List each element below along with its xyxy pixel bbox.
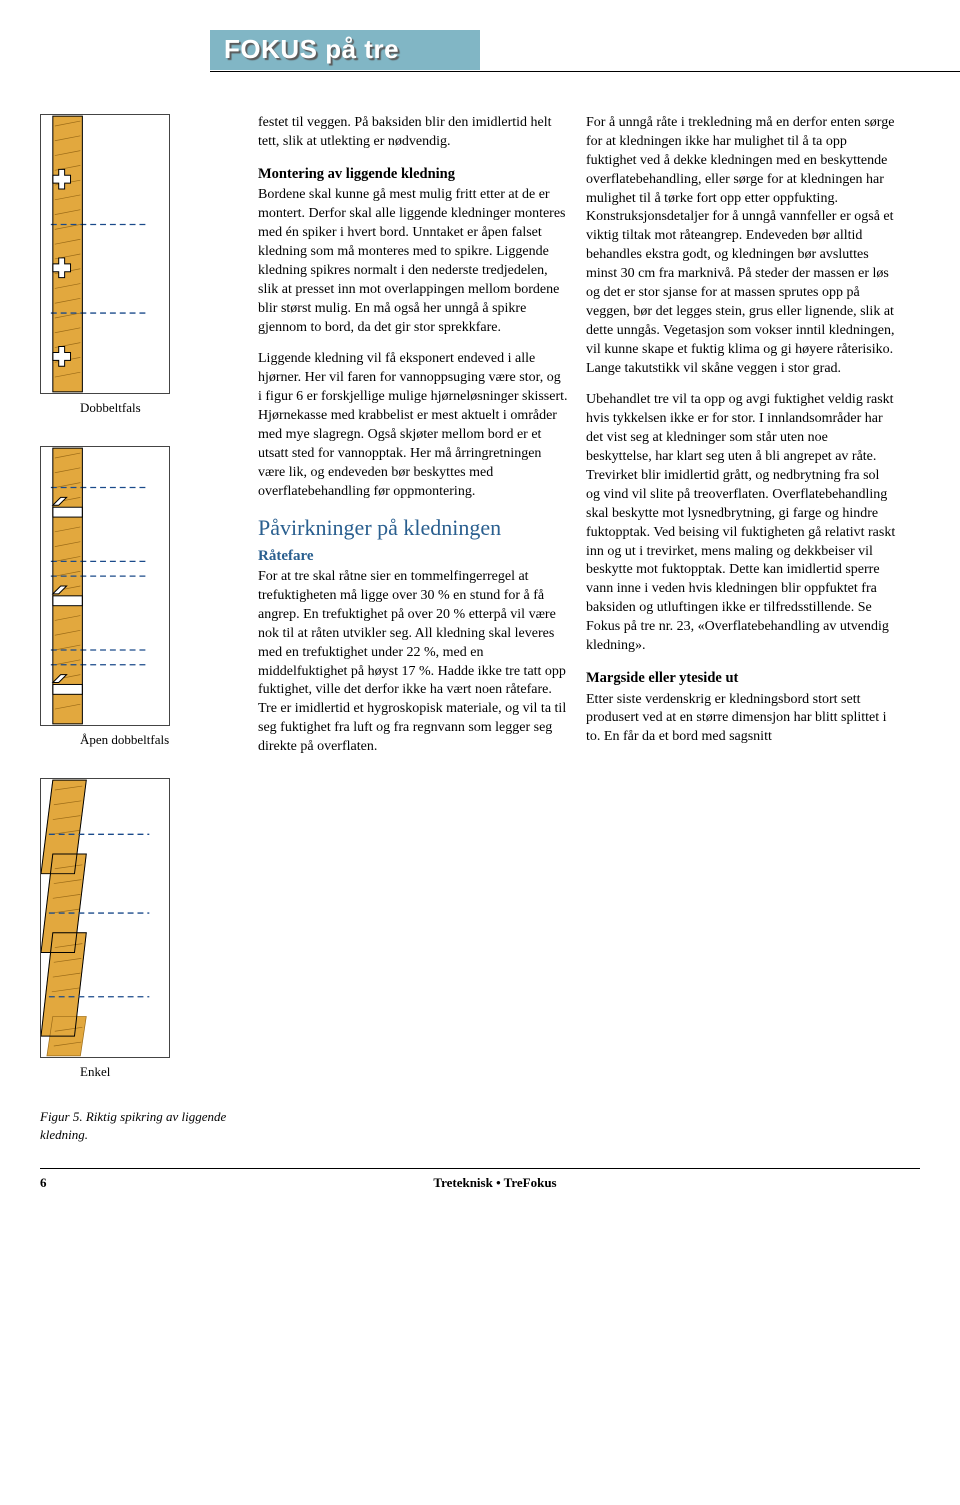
subheading-margside: Margside eller yteside ut (586, 669, 896, 689)
figure-caption: Figur 5. Riktig spikring av liggende kle… (40, 1108, 240, 1144)
diagram-enkel (40, 778, 170, 1058)
page-header: FOKUS på tre (210, 30, 920, 86)
diagram-label-2: Åpen dobbeltfals (80, 732, 240, 748)
subheading-ratefare: Råtefare (258, 546, 568, 566)
diagram-label-3: Enkel (80, 1064, 240, 1080)
diagram-dobbeltfals (40, 114, 170, 394)
diagram-enkel-wrap: Enkel (40, 778, 240, 1080)
diagram-dobbeltfals-wrap: Dobbeltfals (40, 114, 240, 416)
para: Bordene skal kunne gå mest mulig fritt e… (258, 186, 568, 337)
page-columns: Dobbeltfals (40, 114, 920, 1144)
page-footer: 6 Treteknisk • TreFokus (40, 1168, 920, 1191)
text-column-2: For å unngå råte i trekledning må en der… (586, 114, 896, 760)
diagram-apen-dobbeltfals-wrap: Åpen dobbeltfals (40, 446, 240, 748)
para: Etter siste verdenskrig er kledningsbord… (586, 691, 896, 748)
diagram-label-1: Dobbeltfals (80, 400, 240, 416)
para: For å unngå råte i trekledning må en der… (586, 114, 896, 378)
para: festet til veggen. På baksiden blir den … (258, 114, 568, 152)
page-number: 6 (40, 1175, 70, 1191)
para: Liggende kledning vil få eksponert endev… (258, 350, 568, 501)
figure-column: Dobbeltfals (40, 114, 240, 1144)
footer-text: Treteknisk • TreFokus (70, 1175, 920, 1191)
header-title: FOKUS på tre (224, 34, 399, 65)
subheading-montering: Montering av liggende kledning (258, 165, 568, 185)
text-column-1: festet til veggen. På baksiden blir den … (258, 114, 568, 770)
diagram-apen-dobbeltfals (40, 446, 170, 726)
header-rule (210, 71, 960, 72)
para: Ubehandlet tre vil ta opp og avgi fuktig… (586, 391, 896, 655)
section-heading-pavirkninger: Påvirkninger på kledningen (258, 515, 568, 540)
para: For at tre skal råtne sier en tommelfing… (258, 568, 568, 757)
